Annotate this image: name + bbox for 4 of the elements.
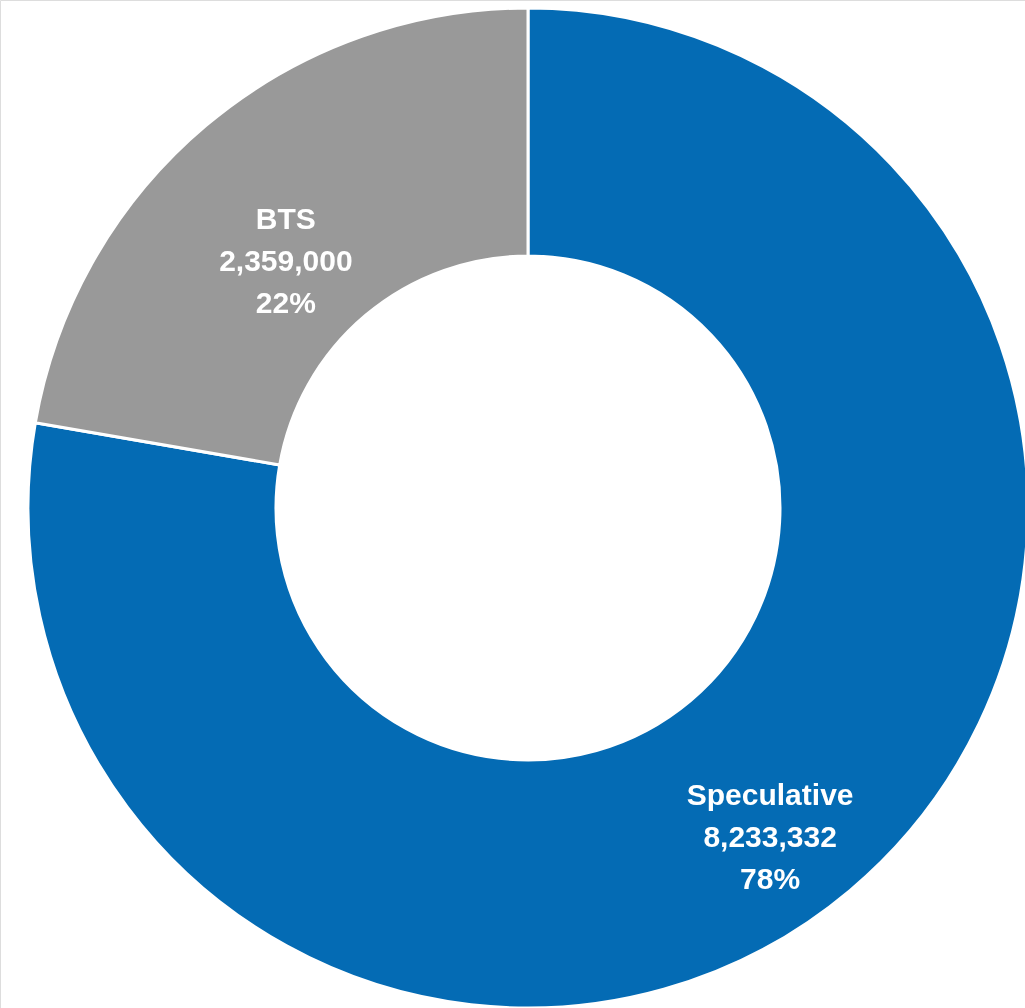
data-label: 8,233,332 78%	[703, 819, 837, 895]
slice-label: Speculative	[686, 777, 854, 811]
data-label: 2,359,000 22%	[219, 244, 353, 320]
slice-label: BTS	[255, 202, 316, 236]
